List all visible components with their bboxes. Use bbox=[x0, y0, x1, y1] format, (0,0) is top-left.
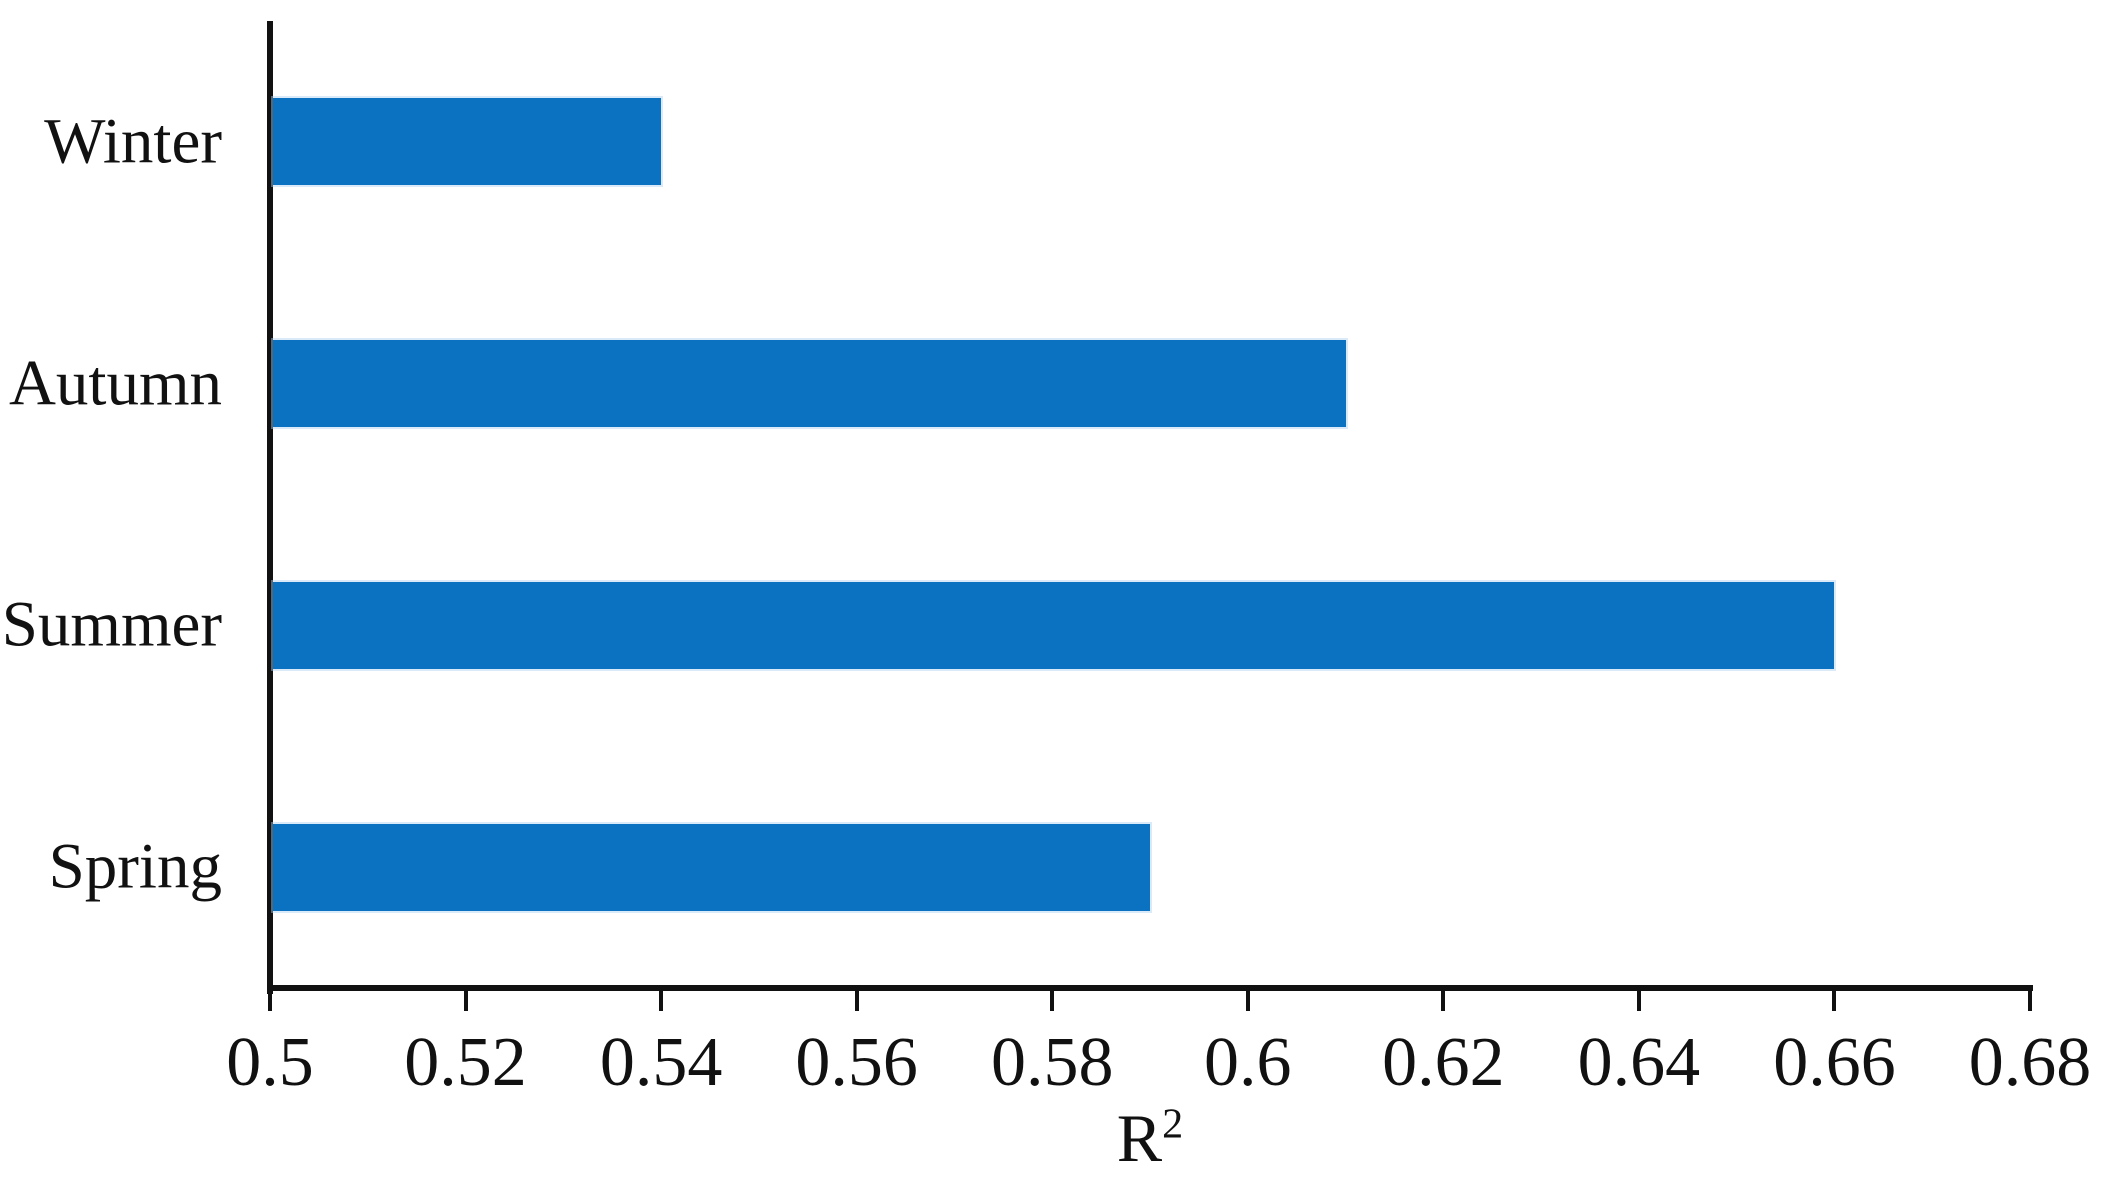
x-tick-mark bbox=[1441, 985, 1446, 1011]
x-tick-mark bbox=[2028, 985, 2032, 1011]
category-label-autumn: Autumn bbox=[8, 347, 222, 420]
x-tick-mark bbox=[1832, 985, 1837, 1011]
x-tick-mark bbox=[1245, 985, 1250, 1011]
y-axis-line bbox=[267, 21, 273, 994]
x-tick-label-0.54: 0.54 bbox=[599, 1024, 723, 1101]
x-tick-label-0.68: 0.68 bbox=[1968, 1024, 2092, 1101]
category-label-spring: Spring bbox=[48, 830, 222, 903]
x-tick-label-0.64: 0.64 bbox=[1577, 1024, 1701, 1101]
bar-winter bbox=[273, 98, 662, 186]
x-tick-label-0.5: 0.5 bbox=[226, 1024, 314, 1101]
x-tick-mark bbox=[659, 985, 664, 1011]
x-axis-title: R2 bbox=[1117, 1103, 1183, 1172]
x-tick-label-0.62: 0.62 bbox=[1382, 1024, 1505, 1101]
x-tick-label-0.58: 0.58 bbox=[990, 1024, 1114, 1101]
bar-autumn bbox=[273, 340, 1346, 428]
x-axis-title-base: R bbox=[1116, 1100, 1163, 1176]
x-tick-mark bbox=[854, 985, 859, 1011]
x-tick-mark bbox=[1636, 985, 1641, 1011]
x-tick-label-0.56: 0.56 bbox=[795, 1024, 918, 1101]
x-tick-mark bbox=[1050, 985, 1055, 1011]
category-label-winter: Winter bbox=[44, 105, 222, 178]
category-label-summer: Summer bbox=[1, 588, 222, 661]
bar-spring bbox=[273, 823, 1150, 911]
x-axis-line bbox=[267, 985, 2033, 991]
x-tick-label-0.6: 0.6 bbox=[1204, 1024, 1292, 1101]
x-axis-title-superscript: 2 bbox=[1162, 1100, 1184, 1148]
x-tick-label-0.52: 0.52 bbox=[404, 1024, 527, 1101]
x-tick-mark bbox=[463, 985, 468, 1011]
x-tick-label-0.66: 0.66 bbox=[1773, 1024, 1896, 1101]
x-tick-mark bbox=[268, 985, 272, 1011]
bar-summer bbox=[273, 581, 1835, 669]
